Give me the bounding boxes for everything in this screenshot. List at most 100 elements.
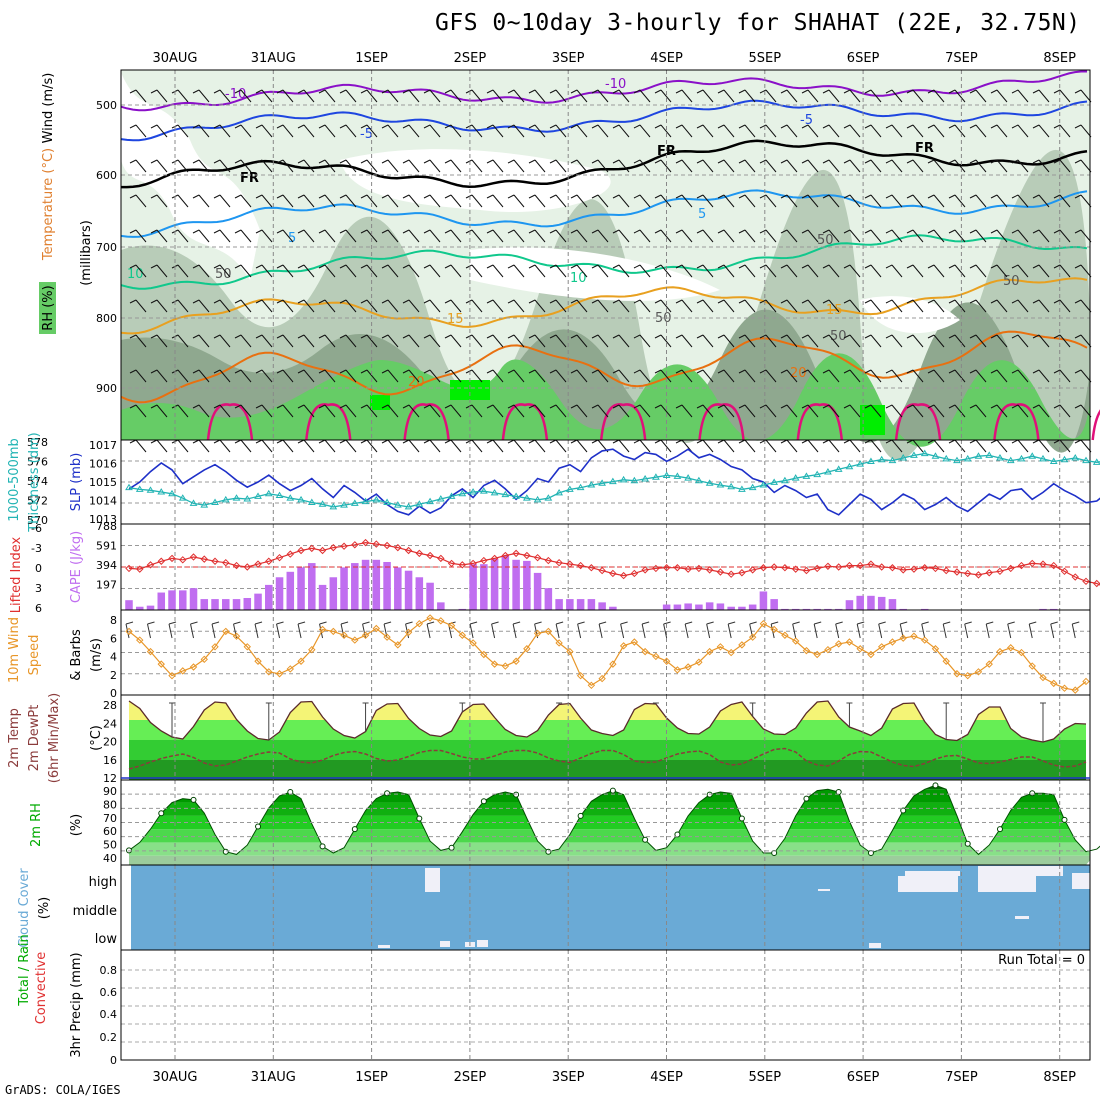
wind-barb [801,404,819,418]
wind10-marker [942,657,950,665]
cloud-gap [1015,916,1029,919]
wind-barb [423,229,441,243]
rh-marker [1029,790,1036,797]
wind-barb [129,89,147,103]
thickness-marker [576,483,585,491]
wind-barb [570,194,588,208]
wind-barb [423,159,441,173]
wind-barb [675,194,693,208]
wind-barb [717,299,735,313]
wind-barb [927,159,945,173]
rh-dry-area [120,70,260,280]
cape-tick: 591 [96,539,117,552]
lifted-marker [662,564,671,572]
wind-barb [297,159,315,173]
wind-barb [549,404,567,418]
lifted-marker [157,557,165,565]
cape-bar [587,599,596,610]
wind10-barb [727,621,736,639]
wind-barb [654,299,672,313]
wind-barb [696,89,714,103]
thickness-marker [974,452,983,459]
wind-barb [255,89,273,103]
thickness-marker [802,472,811,479]
wind-barb [192,124,210,138]
cloud-gap [898,876,958,892]
wind-barb [717,159,735,173]
contour-label: -5 [800,113,813,128]
wind-barb [780,439,798,453]
thickness-marker [1092,458,1100,465]
lifted-marker [211,557,219,565]
lifted-marker [834,563,843,571]
wind-barb [843,194,861,208]
thickness-sub-label: 1000-500mb [7,438,22,522]
cloud-level-high: high [89,875,117,890]
wind-barb [738,229,756,243]
cape-bar [576,599,585,610]
precip-axis-label: 3hr Precip (mm) [69,952,84,1057]
wind-barb [864,334,882,348]
thickness-marker [555,488,563,496]
wind-barb [738,439,756,453]
slp-tick: 1016 [89,458,117,471]
wind-barb [255,369,273,383]
wind-barb [507,439,525,453]
wind-barb [360,334,378,348]
wind10-marker [265,668,273,676]
rh-moist-core [860,405,885,435]
lifted-marker [953,568,961,576]
wind-barb [255,159,273,173]
wind-barb [423,439,441,453]
wind-barb [612,334,630,348]
wind-barb [465,299,483,313]
wind10-tick: 4 [110,651,117,664]
wind-barb [150,369,168,383]
thickness-marker [254,492,262,499]
temp-minmax-bar [1039,702,1046,742]
wind-barb [633,229,651,243]
wind-barb [969,159,987,173]
wind-barb [570,89,588,103]
wind10-marker [953,670,961,678]
cape-bar [856,595,864,610]
wind-barb [801,194,819,208]
wind-barb [864,439,882,453]
date-label-bottom: 7SEP [945,1070,978,1085]
lifted-marker [630,569,639,578]
wind-barb [696,229,714,243]
wind10-barb [598,621,607,639]
lifted-marker [329,543,338,552]
wind-barb [738,369,756,383]
wind-barb [444,124,462,138]
lifted-marker [243,563,251,571]
thickness-marker [813,470,822,478]
cape-bar [523,560,531,610]
rh2m-unit: (%) [69,814,84,837]
slp-tick: 1017 [89,439,117,452]
wind-barb [339,124,357,138]
wind-barb [675,229,693,243]
wind-barb [570,299,588,313]
wind-barb [927,229,945,243]
lifted-marker [1039,560,1047,568]
thickness-marker [608,477,617,485]
wind10-tick: 2 [110,669,117,682]
wind10-marker [791,637,800,645]
wind-barb [780,229,798,243]
wind-barb [717,194,735,208]
wind-barb [906,89,924,103]
chart-title: GFS 0~10day 3-hourly for SHAHAT (22E, 32… [435,10,1081,36]
wind-barb [906,404,924,418]
wind-barb [402,404,420,418]
lifted-marker [1007,564,1015,573]
rh-legend-swatch [39,282,56,334]
wind-barb [906,194,924,208]
wind-barb [507,369,525,383]
wind-barb [423,124,441,138]
cape-bar [318,584,327,610]
wind-barb [234,299,252,313]
lifted-marker [716,568,725,576]
wind10-tick: 6 [110,632,117,645]
lifted-marker [566,560,574,568]
